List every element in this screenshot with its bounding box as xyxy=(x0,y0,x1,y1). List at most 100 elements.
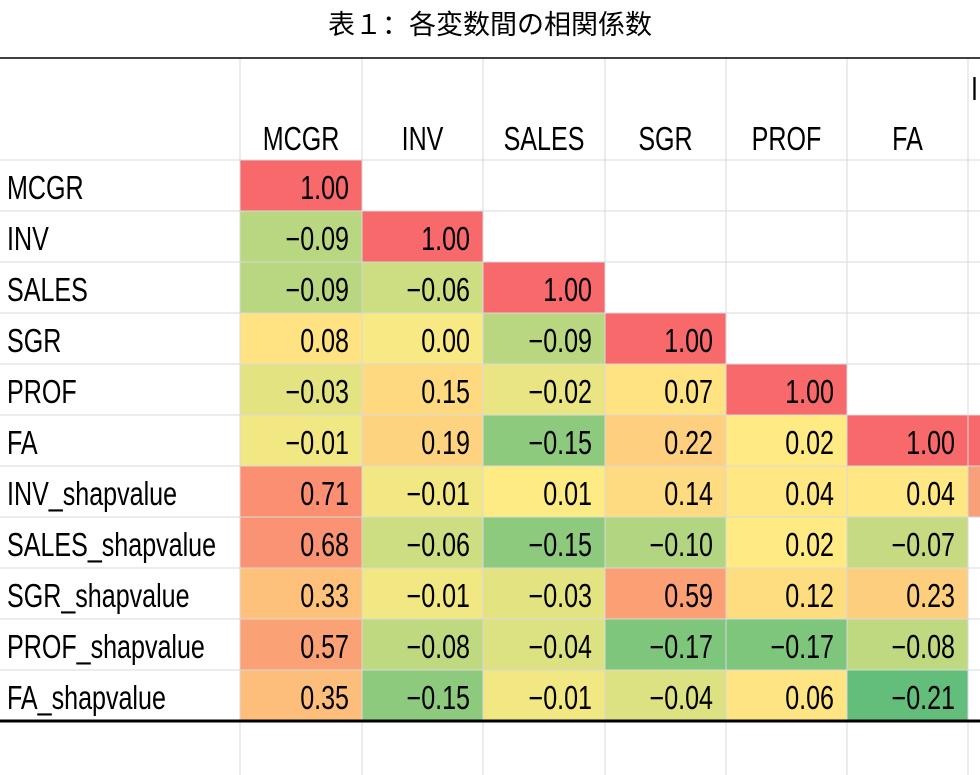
value-prof-sgr: 0.07 xyxy=(664,374,713,411)
cell-inv-mcgr xyxy=(240,211,362,262)
value-fa-shapvalue-mcgr: 0.35 xyxy=(300,680,349,717)
cell-inv-shapvalue-fa xyxy=(847,466,968,517)
cell-sgr-sgr xyxy=(605,313,726,364)
cell-prof-inv xyxy=(362,364,483,415)
cell-fa-fa xyxy=(847,415,968,466)
row-header-fa: FA xyxy=(7,425,38,462)
cell-fa-sales xyxy=(483,415,605,466)
cell-sales-mcgr xyxy=(240,262,362,313)
row-header-inv: INV xyxy=(7,221,49,258)
cell-sgr-shapvalue-fa xyxy=(847,568,968,619)
table-title: 表１：各変数間の相関係数 xyxy=(328,10,652,41)
cell-sgr-shapvalue-sales xyxy=(483,568,605,619)
cell-prof-shapvalue-prof xyxy=(726,619,847,670)
value-fa-mcgr: −0.01 xyxy=(286,425,349,462)
cell-inv-shapvalue-mcgr xyxy=(240,466,362,517)
cell-fa-shapvalue-prof xyxy=(726,670,847,721)
value-prof-shapvalue-prof: −0.17 xyxy=(771,629,834,666)
value-inv-mcgr: −0.09 xyxy=(286,221,349,258)
cell-prof-shapvalue-fa xyxy=(847,619,968,670)
clipped-column-cell xyxy=(968,415,980,466)
column-header-sales: SALES xyxy=(504,121,585,158)
value-sales-shapvalue-sales: −0.15 xyxy=(529,527,592,564)
cell-mcgr-mcgr xyxy=(240,160,362,211)
value-sales-shapvalue-prof: 0.02 xyxy=(785,527,834,564)
value-inv-inv: 1.00 xyxy=(421,221,470,258)
value-sgr-shapvalue-sales: −0.03 xyxy=(529,578,592,615)
cell-inv-inv xyxy=(362,211,483,262)
value-inv-shapvalue-prof: 0.04 xyxy=(785,476,834,513)
cell-prof-prof xyxy=(726,364,847,415)
value-fa-shapvalue-fa: −0.21 xyxy=(892,680,955,717)
value-fa-inv: 0.19 xyxy=(421,425,470,462)
grid-lines xyxy=(0,57,980,775)
value-fa-fa: 1.00 xyxy=(906,425,955,462)
row-header-prof-shapvalue: PROF_shapvalue xyxy=(7,629,205,666)
cell-sgr-shapvalue-prof xyxy=(726,568,847,619)
cell-prof-shapvalue-sales xyxy=(483,619,605,670)
cell-sales-shapvalue-prof xyxy=(726,517,847,568)
cell-inv-shapvalue-prof xyxy=(726,466,847,517)
value-sgr-shapvalue-sgr: 0.59 xyxy=(664,578,713,615)
value-sales-sales: 1.00 xyxy=(543,272,592,309)
column-header-mcgr: MCGR xyxy=(263,121,340,158)
cell-fa-prof xyxy=(726,415,847,466)
column-header-prof: PROF xyxy=(752,121,822,158)
row-header-prof: PROF xyxy=(7,374,77,411)
clipped-column-cell xyxy=(968,466,980,517)
cell-fa-shapvalue-mcgr xyxy=(240,670,362,721)
cell-sales-sales xyxy=(483,262,605,313)
value-sgr-shapvalue-inv: −0.01 xyxy=(407,578,470,615)
value-fa-sgr: 0.22 xyxy=(664,425,713,462)
value-sales-mcgr: −0.09 xyxy=(286,272,349,309)
cell-fa-mcgr xyxy=(240,415,362,466)
value-prof-shapvalue-mcgr: 0.57 xyxy=(300,629,349,666)
cell-sgr-shapvalue-mcgr xyxy=(240,568,362,619)
cell-sales-shapvalue-sgr xyxy=(605,517,726,568)
cell-prof-shapvalue-sgr xyxy=(605,619,726,670)
value-sales-shapvalue-inv: −0.06 xyxy=(407,527,470,564)
value-inv-shapvalue-inv: −0.01 xyxy=(407,476,470,513)
value-sales-shapvalue-mcgr: 0.68 xyxy=(300,527,349,564)
row-header-inv-shapvalue: INV_shapvalue xyxy=(7,476,177,513)
row-header-mcgr: MCGR xyxy=(7,170,84,207)
cell-prof-sgr xyxy=(605,364,726,415)
cell-sales-shapvalue-mcgr xyxy=(240,517,362,568)
cell-sales-shapvalue-fa xyxy=(847,517,968,568)
row-header-sgr: SGR xyxy=(7,323,61,360)
value-inv-shapvalue-sales: 0.01 xyxy=(543,476,592,513)
value-sgr-sgr: 1.00 xyxy=(664,323,713,360)
row-header-fa-shapvalue: FA_shapvalue xyxy=(7,680,166,717)
value-prof-sales: −0.02 xyxy=(529,374,592,411)
column-header-sgr: SGR xyxy=(638,121,692,158)
value-prof-inv: 0.15 xyxy=(421,374,470,411)
cell-prof-shapvalue-inv xyxy=(362,619,483,670)
column-header-fa: FA xyxy=(892,121,923,158)
cell-labels: MCGR INV SALES SGR PROF FA I MCGR 1.00 INV −0.09 1.… xyxy=(7,71,978,717)
cell-fa-sgr xyxy=(605,415,726,466)
value-inv-shapvalue-sgr: 0.14 xyxy=(664,476,713,513)
cell-prof-mcgr xyxy=(240,364,362,415)
value-inv-shapvalue-mcgr: 0.71 xyxy=(300,476,349,513)
value-inv-shapvalue-fa: 0.04 xyxy=(906,476,955,513)
value-prof-shapvalue-inv: −0.08 xyxy=(407,629,470,666)
cell-sgr-shapvalue-sgr xyxy=(605,568,726,619)
row-header-sales: SALES xyxy=(7,272,88,309)
value-sgr-inv: 0.00 xyxy=(421,323,470,360)
value-mcgr-mcgr: 1.00 xyxy=(300,170,349,207)
row-header-sgr-shapvalue: SGR_shapvalue xyxy=(7,578,190,615)
value-fa-shapvalue-prof: 0.06 xyxy=(785,680,834,717)
cell-fa-inv xyxy=(362,415,483,466)
clipped-column-header: I xyxy=(971,71,978,108)
cell-sgr-sales xyxy=(483,313,605,364)
cell-prof-sales xyxy=(483,364,605,415)
cell-fa-shapvalue-fa xyxy=(847,670,968,721)
value-prof-shapvalue-sales: −0.04 xyxy=(529,629,592,666)
cell-fa-shapvalue-sgr xyxy=(605,670,726,721)
value-sales-shapvalue-fa: −0.07 xyxy=(892,527,955,564)
cell-sgr-mcgr xyxy=(240,313,362,364)
value-fa-shapvalue-sgr: −0.04 xyxy=(650,680,713,717)
cell-fa-shapvalue-inv xyxy=(362,670,483,721)
value-prof-shapvalue-fa: −0.08 xyxy=(892,629,955,666)
